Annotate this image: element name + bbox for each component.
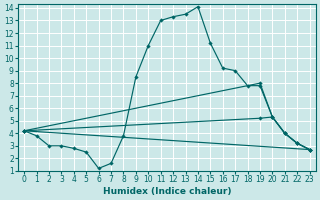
X-axis label: Humidex (Indice chaleur): Humidex (Indice chaleur) xyxy=(103,187,231,196)
